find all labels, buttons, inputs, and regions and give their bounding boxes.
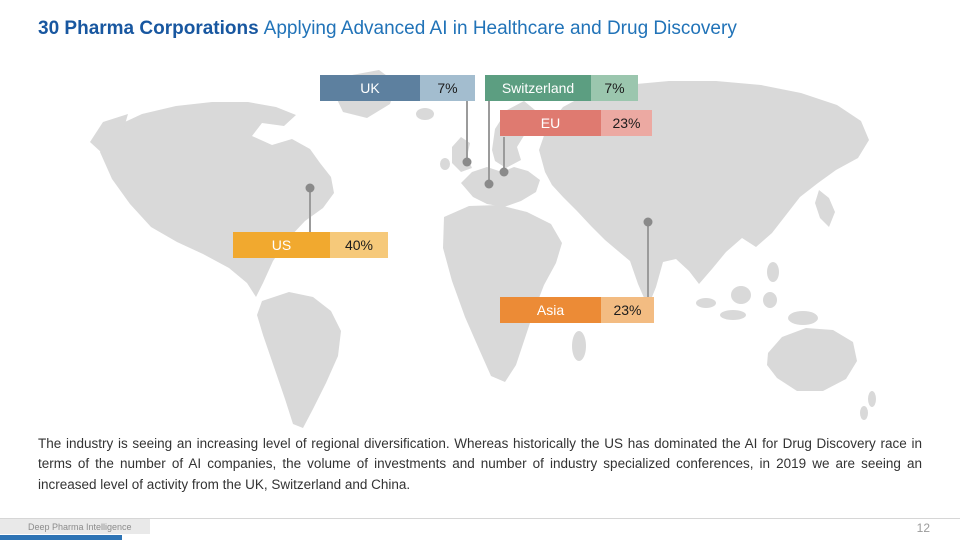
- region-label-switzerland: Switzerland: [485, 75, 591, 101]
- region-ireland: [440, 158, 450, 170]
- region-iceland: [416, 108, 434, 120]
- region-madagascar: [572, 331, 586, 361]
- continent-north-america: [100, 102, 334, 297]
- map-marker-asia: [643, 217, 653, 227]
- region-java: [720, 310, 746, 320]
- region-uk-island: [452, 137, 472, 172]
- region-new-guinea: [788, 311, 818, 325]
- page-title-bold: 30 Pharma Corporations: [38, 18, 259, 39]
- region-label-uk: UK: [320, 75, 420, 101]
- region-value-us: 40%: [330, 232, 388, 258]
- region-japan: [815, 190, 835, 227]
- page-title-rest: Applying Advanced AI in Healthcare and D…: [263, 18, 737, 39]
- region-callout-switzerland: Switzerland 7%: [485, 75, 638, 101]
- region-callout-uk: UK 7%: [320, 75, 475, 101]
- map-marker-switzerland: [484, 179, 494, 189]
- region-sulawesi: [763, 292, 777, 308]
- region-callout-us: US 40%: [233, 232, 388, 258]
- map-marker-us: [305, 183, 315, 193]
- continent-south-america: [257, 292, 341, 428]
- footer-accent-bar: [0, 535, 122, 540]
- region-callout-asia: Asia 23%: [500, 297, 654, 323]
- page-number: 12: [916, 521, 930, 535]
- footer-divider: [0, 518, 960, 519]
- map-marker-uk: [462, 157, 472, 167]
- body-paragraph: The industry is seeing an increasing lev…: [38, 436, 922, 492]
- region-borneo: [731, 286, 751, 304]
- region-philippines: [767, 262, 779, 282]
- region-alaska: [90, 114, 128, 153]
- page-title: 30 Pharma Corporations Applying Advanced …: [38, 18, 737, 40]
- region-value-uk: 7%: [420, 75, 475, 101]
- region-new-zealand-south: [860, 406, 868, 420]
- region-sumatra: [696, 298, 716, 308]
- continent-asia: [539, 81, 869, 307]
- region-value-eu: 23%: [601, 110, 652, 136]
- region-value-switzerland: 7%: [591, 75, 638, 101]
- continent-africa: [443, 205, 562, 382]
- region-label-asia: Asia: [500, 297, 601, 323]
- continent-australia: [767, 328, 857, 391]
- region-callout-eu: EU 23%: [500, 110, 652, 136]
- region-value-asia: 23%: [601, 297, 654, 323]
- region-new-zealand-north: [868, 391, 876, 407]
- region-label-eu: EU: [500, 110, 601, 136]
- continent-europe: [461, 167, 540, 207]
- map-marker-eu: [499, 167, 509, 177]
- footer-brand: Deep Pharma Intelligence: [0, 519, 150, 534]
- region-label-us: US: [233, 232, 330, 258]
